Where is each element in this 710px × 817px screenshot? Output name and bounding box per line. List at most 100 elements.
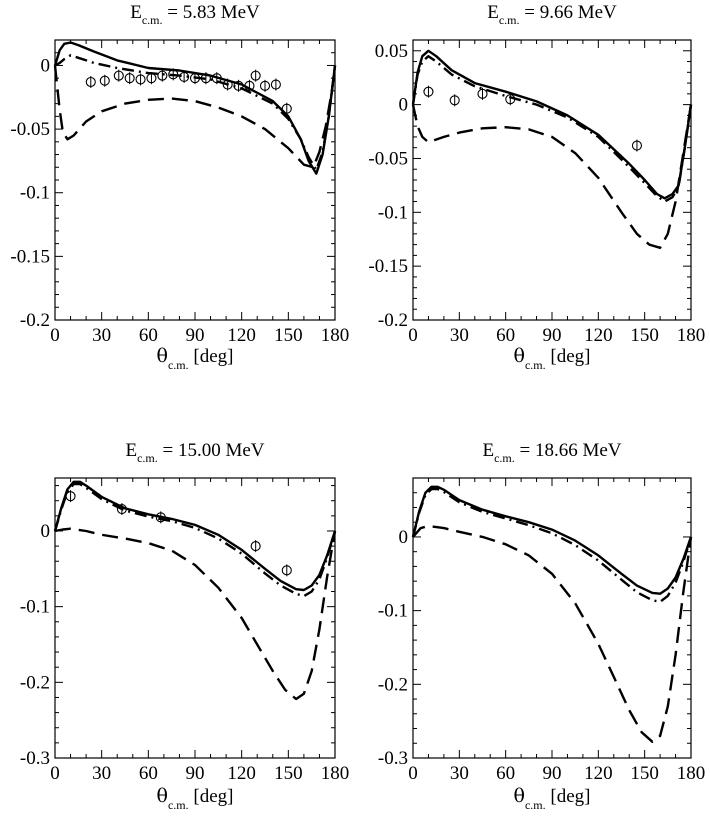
x-tick-label: 0 bbox=[408, 763, 418, 784]
y-tick-label: -0.1 bbox=[20, 597, 50, 618]
series-line-dashed bbox=[412, 524, 693, 743]
y-tick-label: -0.1 bbox=[378, 202, 408, 223]
x-tick-label: 90 bbox=[186, 325, 205, 346]
data-point bbox=[281, 102, 292, 115]
x-axis-label: θc.m. [deg] bbox=[157, 345, 234, 372]
x-tick-label: 180 bbox=[321, 763, 350, 784]
x-tick-label: 120 bbox=[584, 325, 613, 346]
x-tick-label: 90 bbox=[543, 325, 562, 346]
x-ticks: 0 30 60 90 120 150 180 bbox=[408, 40, 705, 346]
y-tick-label: -0.3 bbox=[20, 748, 50, 769]
x-tick-label: 30 bbox=[92, 763, 111, 784]
x-axis-label: θc.m. [deg] bbox=[514, 345, 591, 372]
data-point bbox=[113, 69, 124, 82]
x-tick-label: 180 bbox=[677, 325, 706, 346]
y-ticks: 0 -0.1 -0.2 -0.3 bbox=[378, 477, 691, 769]
chart-title: Ec.m. = 9.66 MeV bbox=[487, 2, 617, 27]
x-tick-label: 30 bbox=[92, 325, 111, 346]
plot-frame bbox=[412, 477, 692, 759]
panel-1: Ec.m. = 5.83 MeV θc.m. [deg] 0 30 60 90 120 1… bbox=[10, 2, 349, 372]
series-line-dashed bbox=[411, 104, 693, 249]
data-point bbox=[233, 79, 244, 92]
x-tick-label: 180 bbox=[677, 763, 706, 784]
y-tick-label: -0.15 bbox=[10, 246, 50, 267]
y-tick-label: 0 bbox=[399, 527, 409, 548]
x-tick-label: 120 bbox=[227, 763, 256, 784]
series-group bbox=[53, 41, 337, 175]
y-tick-label: -0.05 bbox=[368, 148, 408, 169]
y-tick-label: -0.2 bbox=[20, 310, 50, 331]
data-point bbox=[631, 139, 642, 152]
x-tick-label: 180 bbox=[321, 325, 350, 346]
data-points bbox=[423, 85, 642, 152]
x-tick-label: 60 bbox=[496, 763, 515, 784]
x-tick-label: 60 bbox=[496, 325, 515, 346]
y-tick-label: -0.3 bbox=[378, 748, 408, 769]
data-point bbox=[244, 79, 255, 92]
series-group bbox=[411, 49, 693, 249]
y-tick-label: -0.2 bbox=[378, 310, 408, 331]
data-point bbox=[449, 94, 460, 107]
data-point bbox=[259, 79, 271, 92]
x-tick-label: 30 bbox=[450, 763, 469, 784]
data-point bbox=[281, 564, 292, 577]
y-tick-label: 0.05 bbox=[375, 41, 408, 62]
x-tick-label: 30 bbox=[450, 325, 469, 346]
y-ticks: 0 -0.05 -0.1 -0.15 -0.2 bbox=[10, 39, 335, 331]
y-tick-label: -0.2 bbox=[378, 674, 408, 695]
series-line-dash-dot bbox=[411, 487, 693, 603]
x-ticks: 0 30 60 90 120 150 180 bbox=[408, 478, 705, 784]
chart-title: Ec.m. = 18.66 MeV bbox=[482, 440, 621, 465]
y-tick-label: -0.1 bbox=[20, 183, 50, 204]
y-tick-label: 0 bbox=[41, 55, 51, 76]
data-point bbox=[222, 78, 233, 91]
data-point bbox=[116, 503, 127, 516]
y-tick-label: -0.05 bbox=[10, 119, 50, 140]
x-tick-label: 0 bbox=[408, 325, 418, 346]
x-tick-label: 0 bbox=[50, 325, 60, 346]
x-ticks: 0 30 60 90 120 150 180 bbox=[50, 40, 349, 346]
x-tick-label: 150 bbox=[274, 325, 303, 346]
data-point bbox=[189, 72, 201, 85]
data-point bbox=[155, 511, 166, 524]
series-line-dashed bbox=[53, 65, 337, 169]
data-point bbox=[505, 93, 516, 106]
x-tick-label: 120 bbox=[584, 763, 613, 784]
x-ticks: 0 30 60 90 120 150 180 bbox=[50, 478, 349, 784]
y-tick-label: -0.15 bbox=[368, 256, 408, 277]
panel-4: Ec.m. = 18.66 MeV θc.m. [deg] 0 30 60 90 120… bbox=[378, 440, 705, 812]
data-point bbox=[124, 72, 135, 85]
y-tick-label: 0 bbox=[41, 521, 51, 542]
data-point bbox=[135, 73, 146, 86]
series-line-solid bbox=[411, 49, 693, 200]
series-line-solid bbox=[53, 41, 337, 175]
y-tick-label: -0.1 bbox=[378, 601, 408, 622]
x-axis-label: θc.m. [deg] bbox=[157, 785, 234, 812]
panel-3: Ec.m. = 15.00 MeV θc.m. [deg] 0 30 60 90 120… bbox=[20, 440, 349, 812]
x-tick-label: 60 bbox=[139, 325, 158, 346]
x-tick-label: 90 bbox=[543, 763, 562, 784]
chart-title: Ec.m. = 15.00 MeV bbox=[125, 440, 264, 465]
x-tick-label: 150 bbox=[630, 325, 659, 346]
plot-frame bbox=[54, 477, 336, 759]
data-point bbox=[85, 76, 96, 88]
chart-title: Ec.m. = 5.83 MeV bbox=[130, 2, 260, 27]
data-point bbox=[477, 87, 488, 100]
x-axis-label: θc.m. [deg] bbox=[514, 785, 591, 812]
data-point bbox=[146, 72, 157, 85]
data-point bbox=[250, 540, 261, 553]
x-tick-label: 120 bbox=[227, 325, 256, 346]
data-point bbox=[65, 490, 76, 503]
series-line-dash-dot bbox=[53, 482, 337, 598]
series-group bbox=[411, 485, 693, 743]
x-tick-label: 60 bbox=[139, 763, 158, 784]
data-point bbox=[211, 72, 222, 85]
plot-frame bbox=[412, 39, 692, 321]
y-tick-label: 0 bbox=[399, 95, 409, 116]
x-tick-label: 90 bbox=[186, 763, 205, 784]
y-tick-label: -0.2 bbox=[20, 672, 50, 693]
y-ticks: 0 -0.1 -0.2 -0.3 bbox=[20, 485, 335, 769]
data-point bbox=[157, 69, 168, 82]
data-point bbox=[168, 68, 179, 81]
